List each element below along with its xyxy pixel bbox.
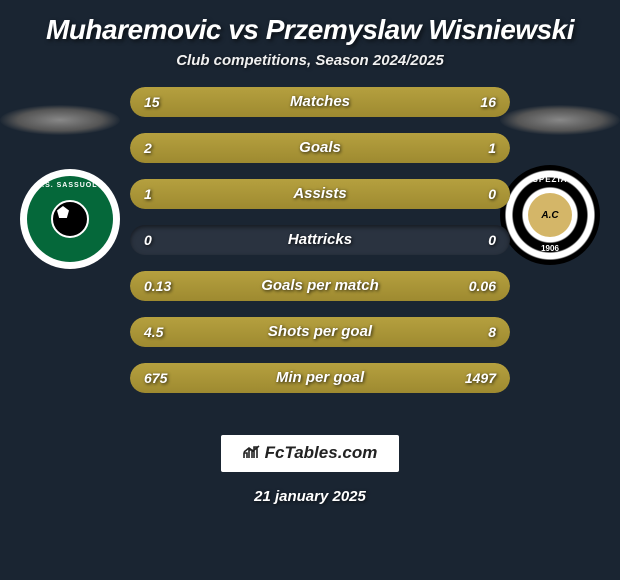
stat-label: Assists <box>130 179 510 209</box>
stat-label: Shots per goal <box>130 317 510 347</box>
stat-label: Min per goal <box>130 363 510 393</box>
spezia-year: 1906 <box>541 244 559 253</box>
spezia-text: SPEZIA <box>533 175 568 184</box>
spezia-badge: SPEZIA A.C 1906 <box>500 165 600 265</box>
soccer-ball-icon <box>51 200 89 238</box>
stat-row: 21Goals <box>130 133 510 163</box>
footer: FcTables.com 21 january 2025 <box>0 435 620 505</box>
comparison-subtitle: Club competitions, Season 2024/2025 <box>0 52 620 87</box>
sassuolo-text: U.S. SASSUOLO <box>36 182 104 189</box>
stat-label: Matches <box>130 87 510 117</box>
brand-badge: FcTables.com <box>221 435 400 472</box>
stat-label: Goals <box>130 133 510 163</box>
stat-row: 10Assists <box>130 179 510 209</box>
brand-text: FcTables.com <box>265 443 378 462</box>
stat-row: 1516Matches <box>130 87 510 117</box>
platform-right <box>500 105 620 135</box>
team-badge-left: U.S. SASSUOLO <box>20 169 120 269</box>
stat-row: 0.130.06Goals per match <box>130 271 510 301</box>
sassuolo-badge: U.S. SASSUOLO <box>20 169 120 269</box>
platform-left <box>0 105 120 135</box>
stat-label: Goals per match <box>130 271 510 301</box>
stat-row: 00Hattricks <box>130 225 510 255</box>
team-badge-right: SPEZIA A.C 1906 <box>500 165 600 265</box>
stat-row: 4.58Shots per goal <box>130 317 510 347</box>
chart-icon <box>243 444 261 464</box>
spezia-center-icon: A.C <box>528 193 572 237</box>
date-text: 21 january 2025 <box>0 488 620 505</box>
comparison-content: U.S. SASSUOLO SPEZIA A.C 1906 1516Matche… <box>0 87 620 427</box>
comparison-title: Muharemovic vs Przemyslaw Wisniewski <box>0 0 620 52</box>
stat-bars: 1516Matches 21Goals 10Assists 00Hattricks 0.… <box>130 87 510 409</box>
stat-label: Hattricks <box>130 225 510 255</box>
stat-row: 6751497Min per goal <box>130 363 510 393</box>
